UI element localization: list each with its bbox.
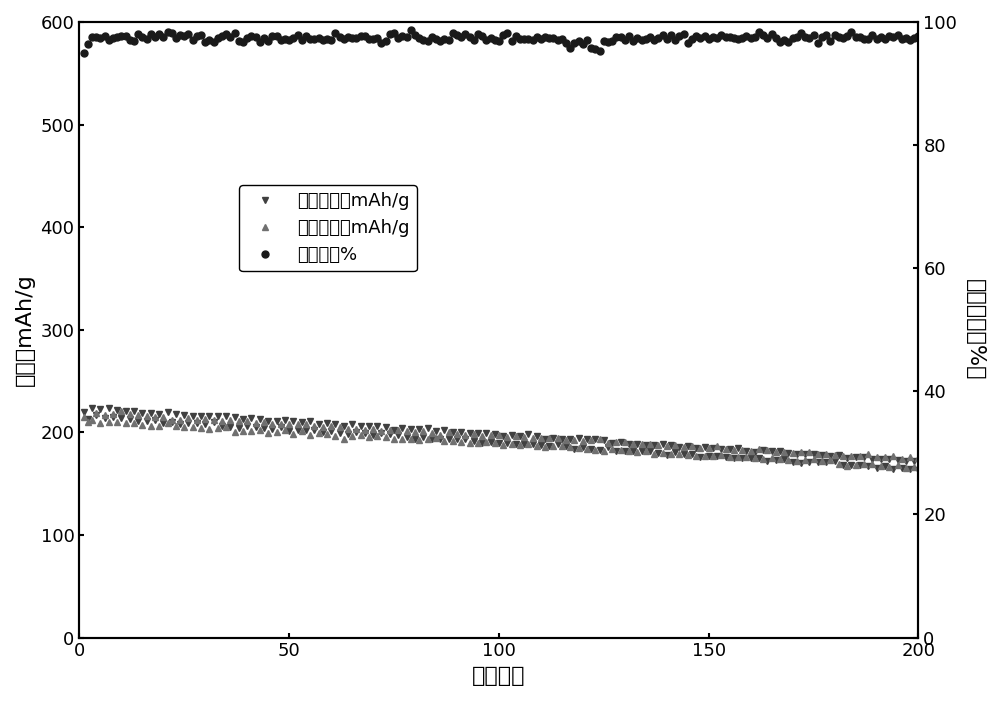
库伦效率% xyxy=(912,32,924,41)
库伦效率% xyxy=(78,48,90,57)
Line: 充电比容量mAh/g: 充电比容量mAh/g xyxy=(80,404,922,474)
充电比容量mAh/g xyxy=(912,466,924,475)
库伦效率% xyxy=(128,37,140,46)
Legend: 充电比容量mAh/g, 放电比容量mAh/g, 库伦效率%: 充电比容量mAh/g, 放电比容量mAh/g, 库伦效率% xyxy=(239,185,417,271)
库伦效率% xyxy=(233,36,245,45)
充电比容量mAh/g xyxy=(875,455,887,463)
放电比容量mAh/g xyxy=(875,462,887,470)
放电比容量mAh/g xyxy=(78,413,90,421)
充电比容量mAh/g xyxy=(78,408,90,416)
放电比容量mAh/g xyxy=(912,454,924,462)
库伦效率% xyxy=(300,32,312,41)
放电比容量mAh/g xyxy=(237,426,249,435)
放电比容量mAh/g xyxy=(304,431,316,440)
库伦效率% xyxy=(845,27,857,36)
放电比容量mAh/g xyxy=(132,411,144,419)
库伦效率% xyxy=(875,33,887,41)
Y-axis label: 比容量mAh/g: 比容量mAh/g xyxy=(15,273,35,386)
充电比容量mAh/g xyxy=(86,404,98,412)
Line: 库伦效率%: 库伦效率% xyxy=(80,27,922,56)
放电比容量mAh/g xyxy=(845,451,857,460)
充电比容量mAh/g xyxy=(845,461,857,469)
库伦效率% xyxy=(111,33,123,41)
充电比容量mAh/g xyxy=(237,415,249,423)
放电比容量mAh/g xyxy=(115,407,127,415)
库伦效率% xyxy=(405,26,417,34)
Y-axis label: 库伦效率（%）: 库伦效率（%） xyxy=(965,279,985,381)
Line: 放电比容量mAh/g: 放电比容量mAh/g xyxy=(80,407,922,472)
放电比容量mAh/g xyxy=(900,464,912,472)
放电比容量mAh/g xyxy=(111,418,123,427)
充电比容量mAh/g xyxy=(115,414,127,422)
充电比容量mAh/g xyxy=(132,417,144,426)
X-axis label: 循环次数: 循环次数 xyxy=(472,666,526,686)
充电比容量mAh/g xyxy=(304,417,316,426)
